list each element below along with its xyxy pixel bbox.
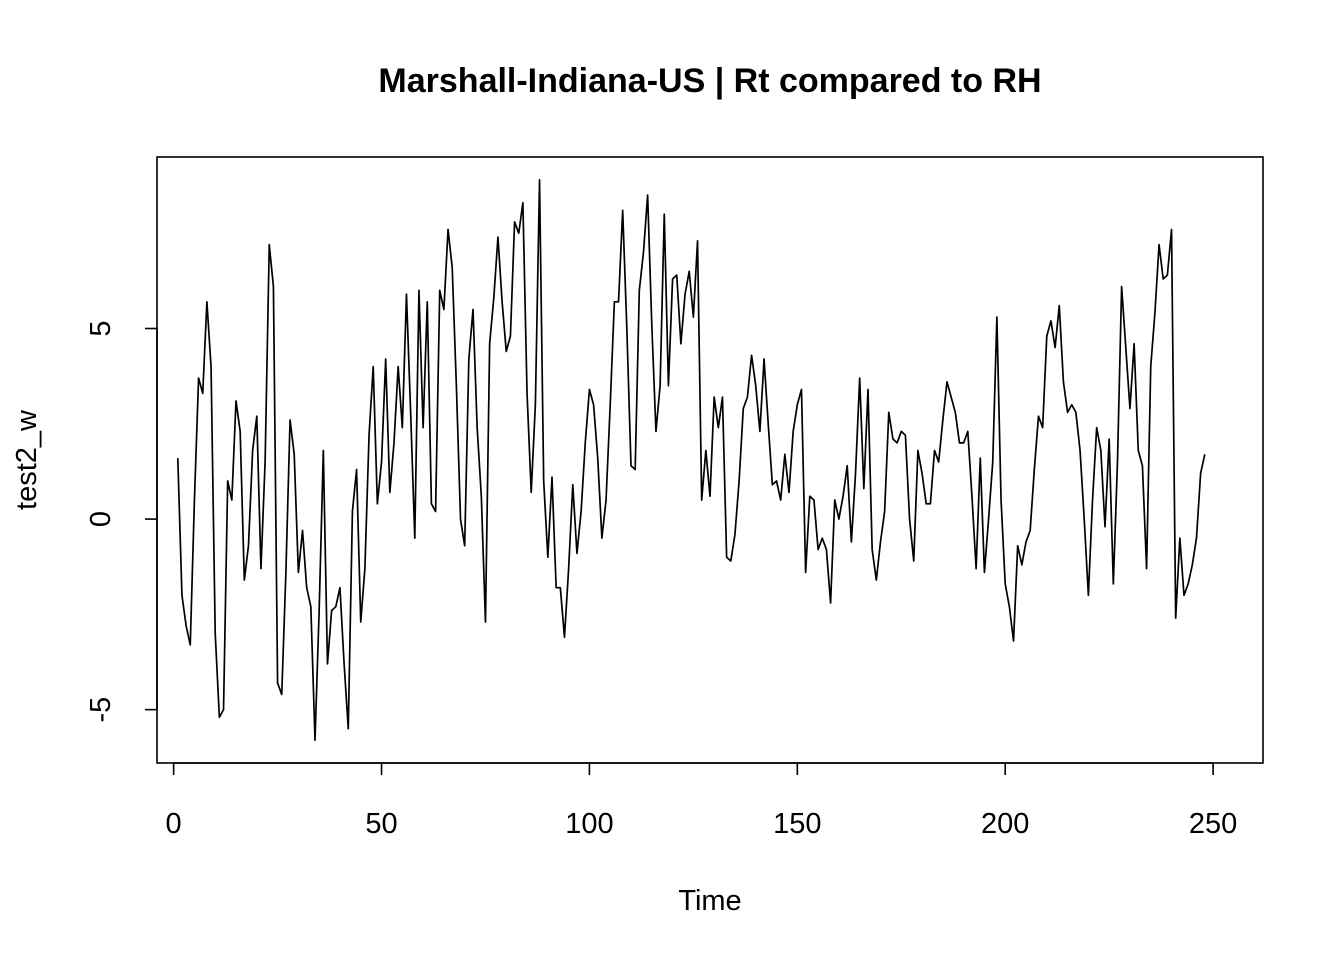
x-tick-label: 0 [166, 808, 182, 840]
x-axis-label: Time [678, 885, 741, 917]
x-tick-label: 100 [565, 808, 613, 840]
series-line [176, 179, 1206, 741]
series-layer [176, 179, 1206, 741]
y-tick-label: -5 [85, 697, 117, 723]
y-axis-label: test2_w [11, 409, 43, 510]
x-tick-label: 50 [365, 808, 397, 840]
y-tick-label: 5 [85, 320, 117, 336]
x-tick-label: 200 [981, 808, 1029, 840]
x-axis: 0 50 100 150 200 250 [166, 762, 1237, 840]
x-tick-label: 250 [1189, 808, 1237, 840]
y-axis: -5 0 5 [85, 320, 158, 723]
y-tick-label: 0 [85, 511, 117, 527]
chart-title: Marshall-Indiana-US | Rt compared to RH [378, 62, 1041, 100]
x-tick-label: 150 [773, 808, 821, 840]
